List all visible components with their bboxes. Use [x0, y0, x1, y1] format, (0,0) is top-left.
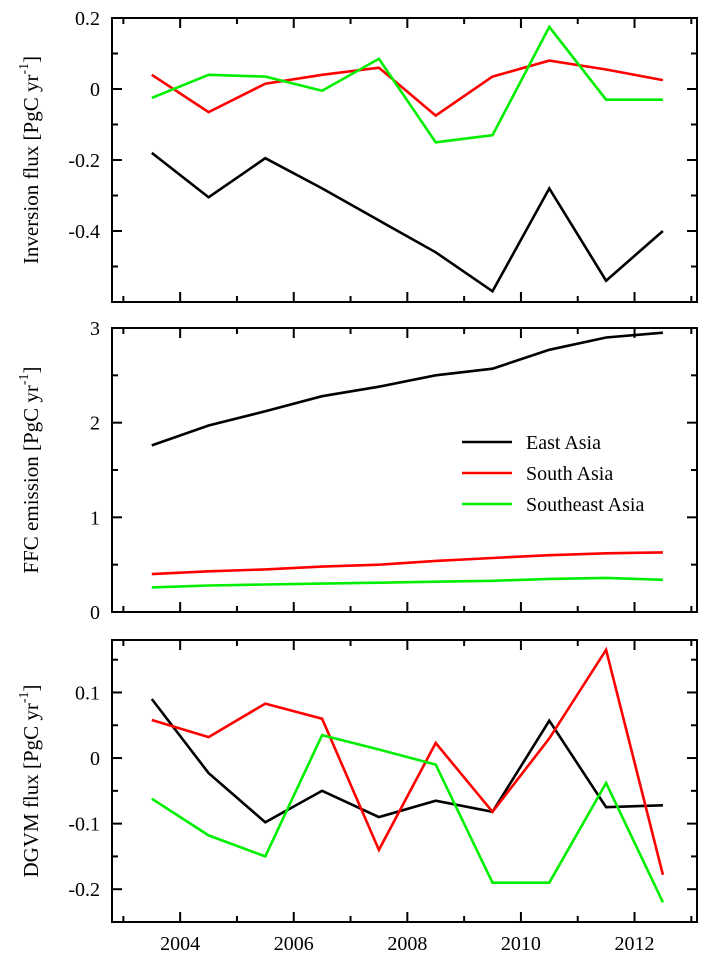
series-line-southeast-asia [151, 576, 663, 589]
legend-label: Southeast Asia [526, 494, 644, 516]
y-axis-title-exponent: -1 [17, 691, 32, 703]
y-tick-label: 1 [90, 507, 100, 529]
x-tick-label: 2006 [274, 933, 314, 955]
x-tick-label: 2012 [615, 933, 655, 955]
series-line-south-asia [151, 551, 663, 576]
y-tick-label: -0.4 [68, 221, 100, 243]
y-axis-title-exponent: -1 [17, 373, 32, 385]
series-line-east-asia [150, 151, 664, 294]
series-line-south-asia [151, 59, 664, 118]
legend: East Asia South Asia Southeast Asia [462, 432, 644, 516]
y-tick-label: -0.2 [68, 150, 100, 172]
y-axis-title-main: Inversion flux [PgC yr [19, 75, 43, 265]
y-tick-label: 2 [90, 413, 100, 435]
y-axis-title-exponent: -1 [17, 63, 32, 75]
y-axis-title-bracket: ] [19, 366, 43, 373]
x-tick-label: 2008 [387, 933, 427, 955]
legend-label: East Asia [526, 432, 601, 454]
y-axis-title: FFC emission [PgC yr-1] [17, 366, 43, 573]
panel-frame [111, 17, 698, 303]
y-axis-title: Inversion flux [PgC yr-1] [17, 56, 43, 264]
series-line-southeast-asia [151, 733, 665, 903]
panel-ffc: 0 1 2 3 FFC emission [PgC yr-1] East Asia Sout… [17, 318, 698, 624]
y-tick-label: -0.2 [68, 879, 100, 901]
y-axis-title-main: DGVM flux [PgC yr [19, 703, 43, 877]
y-axis-title-bracket: ] [19, 684, 43, 691]
y-tick-label: 0.1 [75, 682, 100, 704]
y-tick-label: 0.2 [75, 8, 100, 30]
panel-frame [111, 639, 698, 923]
y-tick-label: -0.1 [68, 814, 100, 836]
series-line-south-asia [151, 646, 665, 876]
y-axis-title: DGVM flux [PgC yr-1] [17, 684, 43, 877]
y-tick-label: 0 [90, 748, 100, 770]
x-tick-label: 2010 [501, 933, 541, 955]
panel-inversion: -0.4 -0.2 0 0.2 Inversion flux [PgC yr-1] [17, 8, 698, 303]
x-tick-label: 2004 [160, 933, 200, 955]
y-axis-title-main: FFC emission [PgC yr [19, 385, 43, 573]
series-line-east-asia [151, 331, 664, 447]
series-line-southeast-asia [151, 24, 663, 144]
legend-label: South Asia [526, 463, 613, 485]
panel-dgvm: -0.2 -0.1 0 0.1 2004 2006 2008 2010 2012 DGVM flu… [17, 639, 698, 955]
y-axis-title-bracket: ] [19, 56, 43, 63]
y-tick-label: 0 [90, 602, 100, 624]
y-tick-label: 3 [90, 318, 100, 340]
series-line-east-asia [150, 698, 663, 824]
y-tick-label: 0 [90, 79, 100, 101]
